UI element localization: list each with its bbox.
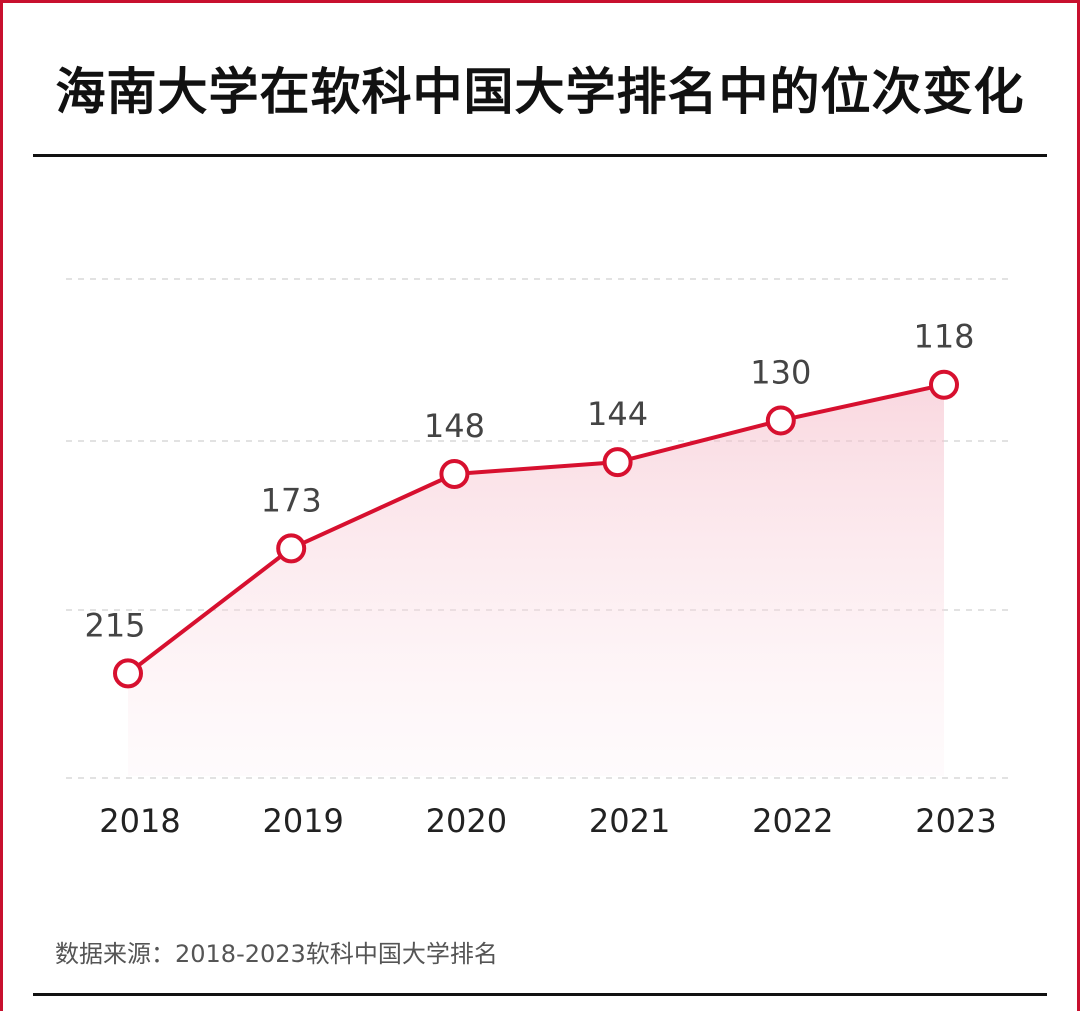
- data-point-2018: [113, 658, 143, 689]
- data-point-2023: [929, 369, 959, 400]
- x-tick-label-2018: 2018: [99, 802, 180, 840]
- top-divider: [33, 154, 1047, 157]
- data-point-2022: [765, 405, 796, 436]
- data-point-2019: [276, 533, 307, 564]
- data-label-2019: 173: [261, 481, 322, 519]
- data-source-note: 数据来源：2018-2023软科中国大学排名: [55, 940, 498, 968]
- area-fill: [128, 384, 944, 776]
- x-tick-label-2019: 2019: [262, 802, 343, 840]
- data-label-2020: 148: [424, 407, 485, 445]
- x-tick-label-2020: 2020: [426, 802, 507, 840]
- data-label-2023: 118: [913, 318, 974, 356]
- bottom-divider: [33, 993, 1047, 996]
- x-axis-ticks: 2018 2019 2020 2021 2022 2023: [99, 802, 996, 840]
- data-labels: 215 173 148 144 130 118: [84, 318, 974, 645]
- data-label-2022: 130: [750, 353, 811, 391]
- data-point-2021: [602, 447, 633, 478]
- data-point-2020: [439, 459, 470, 490]
- x-tick-label-2022: 2022: [752, 802, 833, 840]
- data-label-2018: 215: [84, 606, 145, 644]
- data-points: [113, 369, 959, 689]
- data-label-2021: 144: [587, 395, 648, 433]
- x-tick-label-2023: 2023: [915, 802, 996, 840]
- x-tick-label-2021: 2021: [589, 802, 670, 840]
- chart-title: 海南大学在软科中国大学排名中的位次变化: [55, 63, 1025, 121]
- series-line: [126, 382, 945, 675]
